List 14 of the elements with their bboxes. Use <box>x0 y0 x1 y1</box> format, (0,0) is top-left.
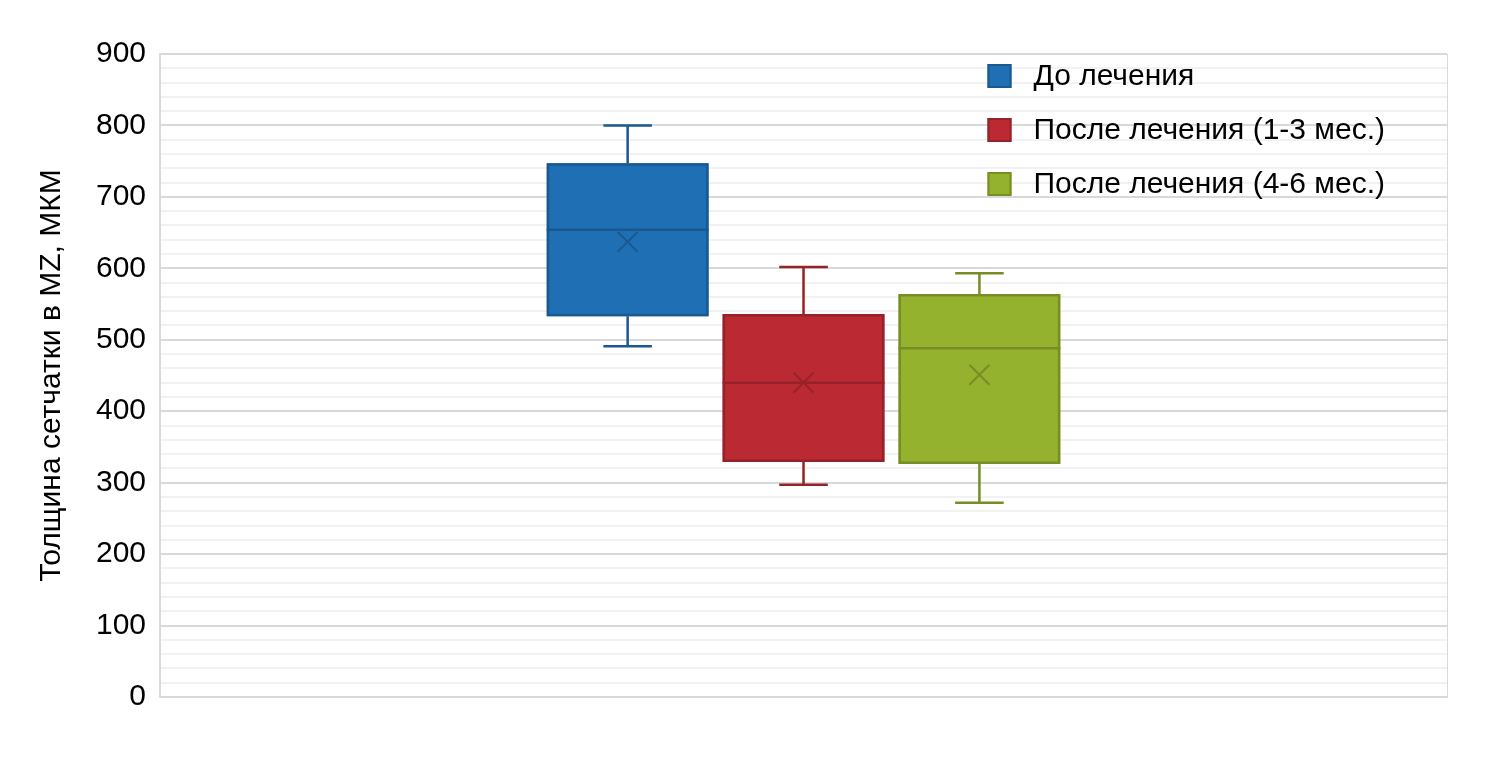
y-tick-label: 600 <box>95 249 147 283</box>
y-tick-label: 800 <box>95 106 147 140</box>
legend-label: После лечения (4-6 мес.) <box>1033 166 1386 200</box>
y-tick-label: 200 <box>95 535 147 569</box>
y-tick-label: 400 <box>95 392 147 426</box>
y-tick-label: 700 <box>95 178 147 212</box>
y-tick-label: 300 <box>95 463 147 497</box>
legend-label: До лечения <box>1033 58 1195 92</box>
y-tick-label: 500 <box>95 321 147 355</box>
y-tick-label: 100 <box>95 606 147 640</box>
y-axis-title: Толщина сетчатки в MZ, МКМ <box>33 169 67 582</box>
y-tick-label: 900 <box>95 35 147 69</box>
y-tick-label: 0 <box>129 678 147 712</box>
legend-label: После лечения (1-3 мес.) <box>1033 112 1386 146</box>
